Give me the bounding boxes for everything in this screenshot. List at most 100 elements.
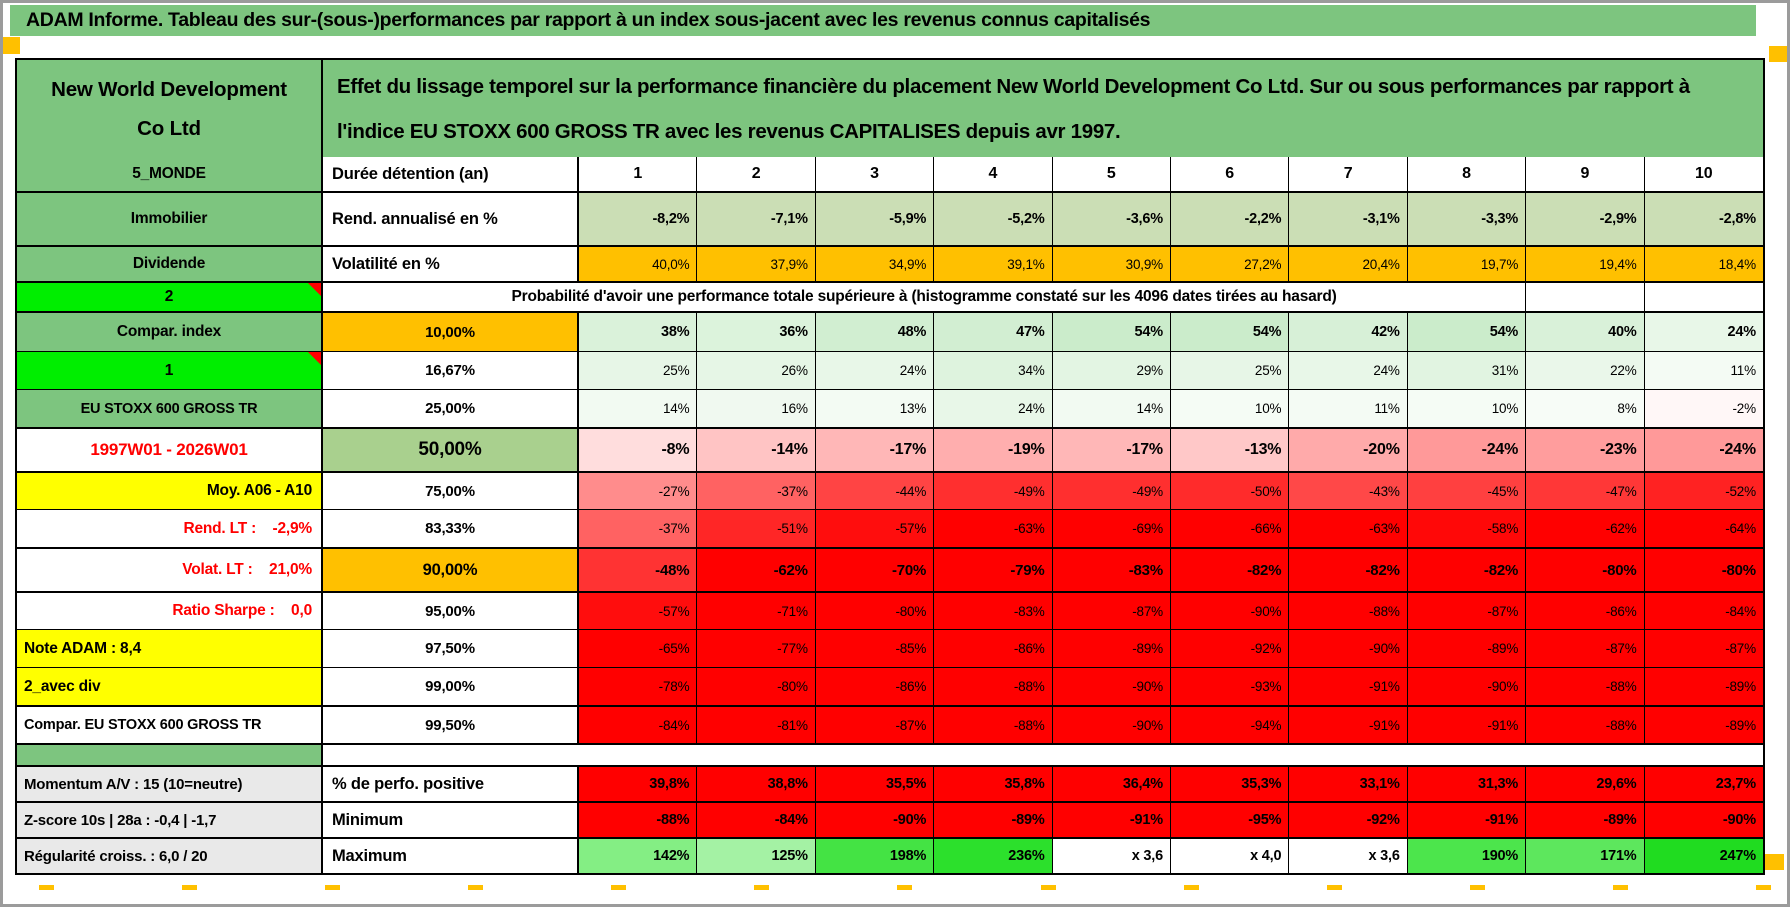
- data-cell[interactable]: -89%: [1644, 707, 1763, 743]
- data-cell[interactable]: -82%: [1407, 549, 1527, 591]
- data-cell[interactable]: -79%: [934, 549, 1053, 591]
- data-cell[interactable]: x 3,6: [1289, 839, 1408, 873]
- row-head-p8333[interactable]: 83,33%: [323, 510, 579, 547]
- data-cell[interactable]: -90%: [1052, 707, 1171, 743]
- data-cell[interactable]: 19,4%: [1526, 247, 1645, 281]
- data-cell[interactable]: -24%: [1407, 429, 1527, 471]
- data-cell[interactable]: 190%: [1407, 839, 1527, 873]
- data-cell[interactable]: -88%: [934, 707, 1053, 743]
- data-cell[interactable]: 2: [697, 157, 816, 191]
- data-cell[interactable]: -81%: [697, 707, 816, 743]
- data-cell[interactable]: -94%: [1170, 707, 1290, 743]
- data-cell[interactable]: -90%: [1644, 803, 1763, 837]
- company-name-cell[interactable]: New World Development Co Ltd: [17, 60, 323, 157]
- data-cell[interactable]: -37%: [579, 510, 698, 547]
- row-head-mom[interactable]: % de perfo. positive: [323, 767, 579, 801]
- data-cell[interactable]: 54%: [1170, 313, 1290, 351]
- data-cell[interactable]: -86%: [815, 668, 935, 705]
- data-cell[interactable]: -83%: [934, 593, 1053, 629]
- row-head-p99[interactable]: 99,00%: [323, 668, 579, 705]
- row-head-rend[interactable]: Rend. annualisé en %: [323, 193, 579, 245]
- data-cell[interactable]: -90%: [1407, 668, 1527, 705]
- data-cell[interactable]: 14%: [1052, 390, 1171, 427]
- data-cell[interactable]: -91%: [1289, 668, 1408, 705]
- data-cell[interactable]: 39,8%: [579, 767, 698, 801]
- data-cell[interactable]: -64%: [1644, 510, 1763, 547]
- data-cell[interactable]: 1: [579, 157, 698, 191]
- data-cell[interactable]: 40,0%: [579, 247, 698, 281]
- separator-cell[interactable]: [323, 745, 1763, 765]
- data-cell[interactable]: 198%: [815, 839, 935, 873]
- row-label-p975[interactable]: Note ADAM : 8,4: [17, 630, 323, 667]
- data-cell[interactable]: -91%: [1407, 707, 1527, 743]
- data-cell[interactable]: 3: [815, 157, 935, 191]
- data-cell[interactable]: -87%: [1526, 630, 1645, 667]
- data-cell[interactable]: 36,4%: [1052, 767, 1171, 801]
- data-cell[interactable]: 29,6%: [1526, 767, 1645, 801]
- row-head-colhead[interactable]: Durée détention (an): [323, 157, 579, 191]
- data-cell[interactable]: -43%: [1289, 473, 1408, 509]
- data-cell[interactable]: -90%: [1052, 668, 1171, 705]
- data-cell[interactable]: -44%: [815, 473, 935, 509]
- data-cell[interactable]: -8%: [579, 429, 698, 471]
- data-cell[interactable]: 4: [934, 157, 1053, 191]
- data-cell[interactable]: -89%: [934, 803, 1053, 837]
- table-description-cell[interactable]: Effet du lissage temporel sur la perform…: [323, 60, 1763, 157]
- data-cell[interactable]: 24%: [815, 352, 935, 389]
- data-cell[interactable]: 26%: [697, 352, 816, 389]
- data-cell[interactable]: -63%: [1289, 510, 1408, 547]
- data-cell[interactable]: 29%: [1052, 352, 1171, 389]
- data-cell[interactable]: -77%: [697, 630, 816, 667]
- data-cell[interactable]: -88%: [1526, 707, 1645, 743]
- data-cell[interactable]: -90%: [1170, 593, 1290, 629]
- data-cell[interactable]: -2,9%: [1526, 193, 1645, 245]
- data-cell[interactable]: -58%: [1407, 510, 1527, 547]
- data-cell[interactable]: -8,2%: [579, 193, 698, 245]
- probability-caption[interactable]: Probabilité d'avoir une performance tota…: [323, 283, 1527, 311]
- data-cell[interactable]: -78%: [579, 668, 698, 705]
- data-cell[interactable]: 38,8%: [697, 767, 816, 801]
- data-cell[interactable]: -3,3%: [1407, 193, 1527, 245]
- row-label-zsc[interactable]: Z-score 10s | 28a : -0,4 | -1,7: [17, 803, 323, 837]
- data-cell[interactable]: -90%: [815, 803, 935, 837]
- data-cell[interactable]: -65%: [579, 630, 698, 667]
- data-cell[interactable]: 11%: [1644, 352, 1763, 389]
- data-cell[interactable]: -70%: [815, 549, 935, 591]
- data-cell[interactable]: 34%: [934, 352, 1053, 389]
- row-label-p95[interactable]: Ratio Sharpe : 0,0: [17, 593, 323, 629]
- data-cell[interactable]: -93%: [1170, 668, 1290, 705]
- data-cell[interactable]: -87%: [1644, 630, 1763, 667]
- data-cell[interactable]: 10%: [1170, 390, 1290, 427]
- data-cell[interactable]: 35,5%: [815, 767, 935, 801]
- data-cell[interactable]: -47%: [1526, 473, 1645, 509]
- row-label-rend[interactable]: Immobilier: [17, 193, 323, 245]
- data-cell[interactable]: 8%: [1526, 390, 1645, 427]
- data-cell-empty[interactable]: [1644, 283, 1763, 311]
- data-cell[interactable]: 35,8%: [934, 767, 1053, 801]
- row-head-p25[interactable]: 25,00%: [323, 390, 579, 427]
- data-cell[interactable]: -82%: [1170, 549, 1290, 591]
- data-cell[interactable]: -49%: [934, 473, 1053, 509]
- row-label-p25[interactable]: EU STOXX 600 GROSS TR: [17, 390, 323, 427]
- data-cell[interactable]: -89%: [1407, 630, 1527, 667]
- data-cell[interactable]: -17%: [1052, 429, 1171, 471]
- data-cell[interactable]: 40%: [1526, 313, 1645, 351]
- data-cell[interactable]: -2%: [1644, 390, 1763, 427]
- data-cell[interactable]: 37,9%: [697, 247, 816, 281]
- data-cell[interactable]: -62%: [1526, 510, 1645, 547]
- data-cell[interactable]: -87%: [815, 707, 935, 743]
- data-cell[interactable]: 47%: [934, 313, 1053, 351]
- data-cell[interactable]: -92%: [1170, 630, 1290, 667]
- data-cell[interactable]: -37%: [697, 473, 816, 509]
- data-cell[interactable]: 24%: [1644, 313, 1763, 351]
- data-cell[interactable]: -3,6%: [1052, 193, 1171, 245]
- data-cell[interactable]: -80%: [815, 593, 935, 629]
- data-cell[interactable]: 19,7%: [1407, 247, 1527, 281]
- data-cell[interactable]: 31,3%: [1407, 767, 1527, 801]
- data-cell[interactable]: -5,2%: [934, 193, 1053, 245]
- row-head-zsc[interactable]: Minimum: [323, 803, 579, 837]
- data-cell[interactable]: 24%: [934, 390, 1053, 427]
- data-cell[interactable]: -14%: [697, 429, 816, 471]
- data-cell[interactable]: 25%: [579, 352, 698, 389]
- row-head-p75[interactable]: 75,00%: [323, 473, 579, 509]
